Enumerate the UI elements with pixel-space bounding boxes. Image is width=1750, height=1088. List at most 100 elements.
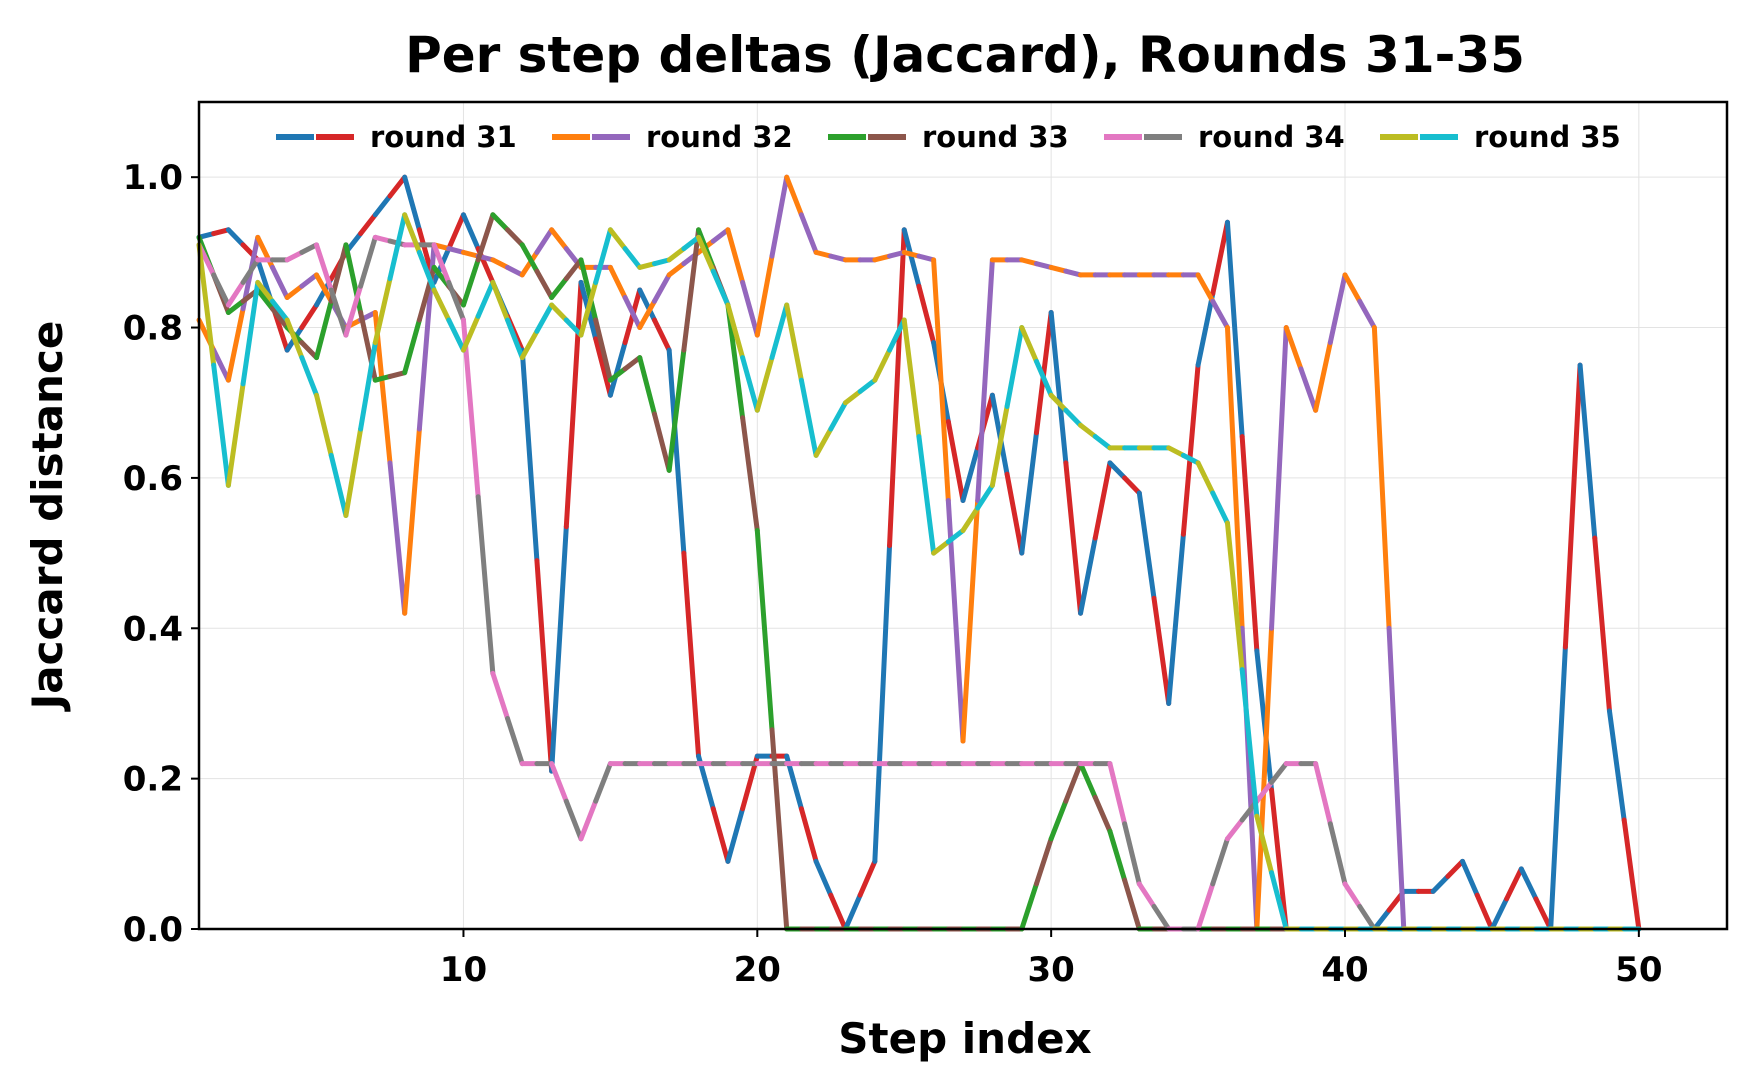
- series-segment: [446, 246, 466, 255]
- series-segment: [754, 253, 775, 338]
- series-segment: [740, 415, 760, 534]
- series-segment: [872, 253, 893, 263]
- series-segment: [901, 227, 922, 289]
- series-segment: [372, 234, 393, 244]
- series-segment: [1210, 836, 1230, 887]
- series-segment: [651, 317, 672, 353]
- series-segment: [1019, 257, 1039, 267]
- series-segment: [916, 253, 937, 263]
- series-segment: [1063, 407, 1084, 428]
- series-segment: [710, 806, 731, 864]
- series-segment: [255, 279, 275, 304]
- series-segment: [931, 257, 951, 503]
- series-segment: [651, 257, 672, 267]
- series-segment: [1078, 761, 1098, 800]
- series-segment: [651, 411, 672, 473]
- series-segment: [240, 279, 261, 387]
- series-segment: [1313, 340, 1333, 413]
- series-segment: [460, 313, 481, 353]
- series-segment: [1122, 475, 1142, 496]
- series-segment: [1004, 325, 1025, 409]
- series-segment: [1210, 219, 1230, 297]
- series-segment: [446, 212, 466, 252]
- series-segment: [1195, 291, 1216, 368]
- ticks: 10 20 30 40 50 0.0 0.2 0.4 0.6 0.8 1.0: [123, 158, 1663, 990]
- series-segment: [534, 268, 555, 300]
- series-segment: [872, 347, 893, 383]
- series-segment: [1107, 828, 1128, 883]
- series-segment: [269, 298, 290, 323]
- series-segment: [299, 355, 320, 398]
- series-segment: [1195, 881, 1216, 932]
- series-segment: [842, 892, 863, 932]
- series-segment: [475, 279, 496, 319]
- series-segment: [1122, 877, 1142, 932]
- series-segment: [813, 858, 834, 898]
- series-segment: [1562, 362, 1583, 650]
- y-axis-label: Jaccard distance: [23, 321, 72, 713]
- series-segment: [519, 347, 540, 564]
- series-4: [196, 234, 1642, 932]
- series-segment: [1489, 896, 1510, 932]
- series-segment: [1224, 520, 1245, 673]
- series-segment: [622, 294, 643, 331]
- series-segment: [710, 268, 731, 308]
- series-segment: [593, 227, 613, 285]
- series-segment: [1254, 625, 1275, 932]
- series-segment: [1504, 866, 1524, 902]
- series-segment: [1136, 490, 1157, 601]
- series-segment: [431, 287, 452, 323]
- series-segment: [607, 227, 628, 252]
- series-segment: [1078, 535, 1098, 616]
- series-segment: [314, 298, 334, 361]
- series-segment: [211, 227, 231, 237]
- legend: round 31 round 32 round 33 round 34 round 35: [276, 120, 1621, 154]
- series-segment: [372, 276, 393, 346]
- series-segment: [975, 482, 995, 511]
- series-segment: [284, 283, 305, 300]
- series-segment: [460, 212, 481, 252]
- chart-title: Per step deltas (Jaccard), Rounds 31-35: [405, 26, 1525, 84]
- series-segment: [490, 257, 511, 270]
- series-segment: [314, 272, 334, 304]
- series-segment: [622, 246, 643, 270]
- series-segment: [299, 340, 320, 361]
- series-segment: [284, 317, 305, 361]
- y-tick-label: 0.6: [123, 459, 183, 499]
- grid: [199, 102, 1727, 930]
- legend-label: round 31: [370, 120, 517, 154]
- series-segment: [269, 306, 290, 331]
- series-segment: [196, 231, 217, 240]
- legend-label: round 33: [922, 120, 1069, 154]
- series-segment: [196, 242, 217, 368]
- series-segment: [945, 528, 966, 545]
- series-segment: [1548, 644, 1568, 932]
- series-segment: [1166, 445, 1186, 458]
- series-segment: [1136, 881, 1157, 909]
- series-segment: [887, 227, 907, 549]
- series-segment: [269, 264, 290, 300]
- series-segment: [784, 174, 804, 218]
- series-segment: [505, 264, 525, 278]
- series-segment: [857, 377, 878, 394]
- series-segment: [1195, 460, 1216, 496]
- series-segment: [1371, 907, 1392, 932]
- series-segment: [1019, 325, 1039, 364]
- series-segment: [460, 249, 481, 259]
- series-segment: [328, 452, 349, 518]
- series-segment: [1180, 452, 1201, 466]
- series-segment: [798, 377, 819, 458]
- series-segment: [798, 806, 819, 864]
- series-segment: [666, 261, 687, 278]
- series-segment: [1195, 272, 1216, 304]
- series-segment: [549, 276, 569, 300]
- series-segment: [681, 234, 702, 252]
- series-segment: [607, 340, 628, 398]
- series-segment: [1342, 881, 1363, 909]
- series-segment: [240, 257, 261, 285]
- series-segment: [960, 445, 981, 503]
- series-segment: [651, 272, 672, 304]
- series-segment: [1254, 648, 1275, 793]
- series-segment: [725, 227, 746, 285]
